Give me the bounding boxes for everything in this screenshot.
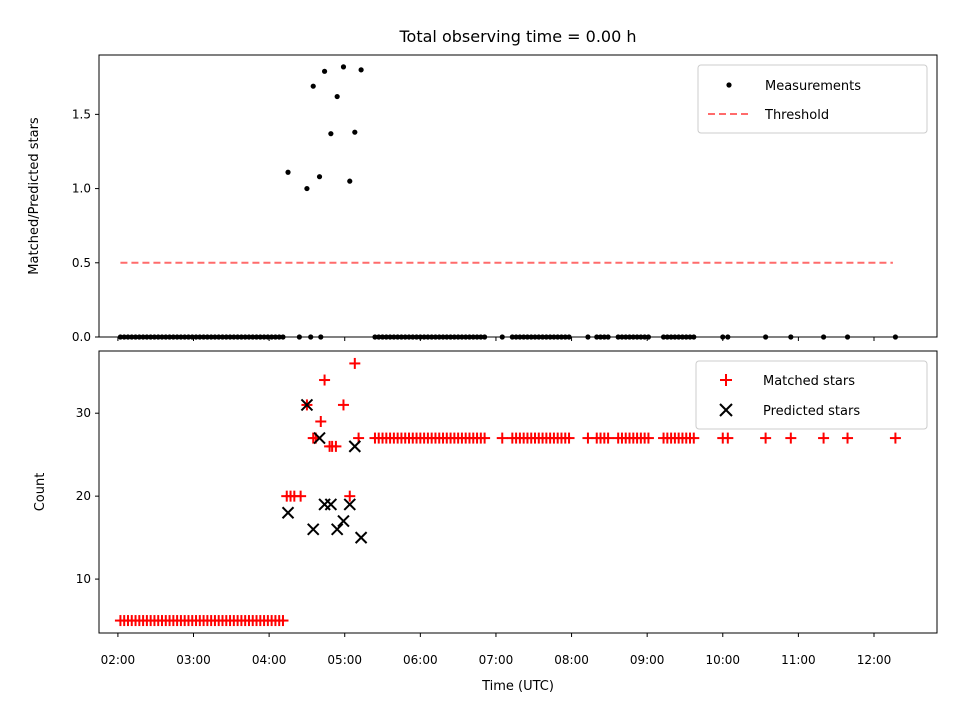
measurement-point [352,129,358,135]
top-ylabel: Matched/Predicted stars [27,117,42,275]
matched-star-point [563,432,575,444]
matched-star-point [349,357,361,369]
legend-marker-predicted [719,403,733,417]
bottom-ytick-label: 20 [76,489,91,503]
bottom-xtick-label: 12:00 [857,653,892,667]
top-axes-frame [98,54,938,338]
top-ytick-label: 1.5 [72,107,91,121]
measurement-point [310,83,316,89]
bottom-xtick-label: 03:00 [176,653,211,667]
bottom-xtick-label: 04:00 [252,653,287,667]
predicted-star-point [281,506,295,519]
matched-star-point [602,432,614,444]
predicted-star-point [300,398,314,412]
measurement-point [340,64,347,70]
top-ytick-label: 1.0 [72,182,91,196]
top-legend-box [697,64,928,134]
measurement-point [334,93,340,100]
bottom-panel: 10 20 30 02:00 03:00 04:00 05:00 06:00 07:00 08:0… [33,350,938,694]
bottom-xtick-label: 11:00 [781,653,816,667]
bottom-ytick-label: 30 [76,406,91,420]
predicted-star-point [324,498,338,511]
bottom-legend: Matched stars Predicted stars [695,360,928,430]
bottom-axes-frame [98,350,938,634]
top-legend: Measurements Threshold [697,64,928,134]
legend-label-matched: Matched stars [763,374,855,389]
chart-title: Total observing time = 0.00 h [398,27,636,46]
matched-star-point [818,432,830,444]
legend-label-measurements: Measurements [765,79,861,94]
measurement-point [328,131,334,137]
matched-star-point [295,490,307,502]
bottom-xtick-label: 06:00 [403,653,438,667]
matched-star-point [496,432,508,444]
predicted-star-point [343,498,356,511]
predicted-star-point [313,431,326,445]
matched-star-point [479,432,491,444]
measurement-point [316,174,323,180]
measurement-point [285,169,291,175]
bottom-xtick-label: 05:00 [327,653,362,667]
measurement-point [347,178,353,184]
top-ytick-label: 0.0 [72,330,91,344]
bottom-xtick-label: 10:00 [705,653,740,667]
bottom-xtick-label: 02:00 [101,653,136,667]
measurement-point [358,67,364,73]
matched-star-point [319,374,331,386]
matched-star-point [277,615,289,627]
measurement-point [304,185,310,192]
matched-star-point [785,432,797,444]
matched-star-point [642,432,654,444]
matched-star-point [889,432,901,444]
x-axis-label: Time (UTC) [481,679,554,694]
legend-label-predicted: Predicted stars [763,404,860,419]
legend-marker-measurements [726,82,732,88]
bottom-xtick-label: 08:00 [554,653,589,667]
legend-marker-matched [720,374,732,386]
top-ytick-label: 0.5 [72,256,91,270]
predicted-star-point [348,440,362,453]
matched-star-point [688,432,700,444]
measurement-point [321,68,328,74]
matched-star-point [330,440,342,452]
predicted-star-point [330,523,344,536]
matched-star-point [842,432,854,444]
bottom-ticks: 10 20 30 02:00 03:00 04:00 05:00 06:00 07:00 08:0… [76,406,892,667]
bottom-ylabel: Count [33,473,48,512]
predicted-star-point [337,514,350,528]
bottom-ytick-label: 10 [76,572,91,586]
matched-star-point [722,432,734,444]
matched-star-point [315,416,327,427]
bottom-xtick-label: 07:00 [479,653,514,667]
top-ticks: 0.0 0.5 1.0 1.5 [72,107,875,344]
top-panel: 0.0 0.5 1.0 1.5 Matched/Predicted stars Mea… [27,54,938,344]
bottom-legend-box [695,360,928,430]
predicted-star-point [354,531,368,544]
matched-star-point [760,432,772,444]
bottom-plot-area [114,357,901,627]
matched-star-point [337,399,349,411]
bottom-xtick-label: 09:00 [630,653,665,667]
matched-star-point [344,490,356,502]
predicted-star-point [307,523,320,536]
legend-label-threshold: Threshold [764,108,829,123]
